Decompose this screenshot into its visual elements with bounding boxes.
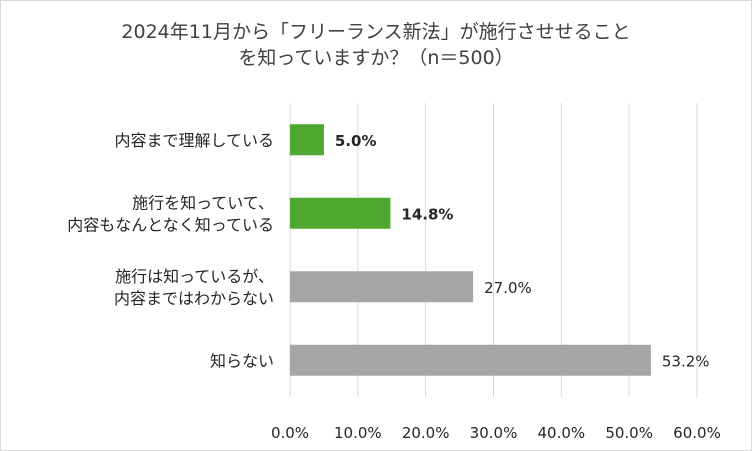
data-label: 27.0% [484, 279, 532, 297]
category-label: 内容まで理解している [114, 131, 274, 150]
x-tick-label: 60.0% [673, 424, 721, 442]
category-label: 施行を知っていて、 [132, 193, 274, 212]
data-label: 14.8% [401, 205, 453, 223]
category-label: 施行は知っているが、 [115, 267, 274, 286]
x-tick-label: 30.0% [470, 424, 518, 442]
chart-title-line-1: 2024年11月から「フリーランス新法」が施行させせること [121, 21, 631, 43]
chart-title-line-2: を知っていますか？（n＝500） [238, 47, 514, 69]
x-tick-label: 0.0% [271, 424, 309, 442]
data-label: 53.2% [662, 352, 710, 370]
category-label: 内容まではわからない [114, 289, 274, 308]
x-tick-label: 50.0% [605, 424, 653, 442]
category-label: 内容もなんとなく知っている [67, 215, 274, 234]
category-label: 知らない [210, 351, 274, 370]
x-tick-label: 10.0% [334, 424, 382, 442]
bar [290, 197, 391, 229]
x-tick-label: 20.0% [402, 424, 450, 442]
bar [290, 344, 651, 376]
bar [290, 271, 474, 303]
x-tick-label: 40.0% [538, 424, 586, 442]
data-label: 5.0% [335, 132, 377, 150]
bar [290, 124, 324, 156]
